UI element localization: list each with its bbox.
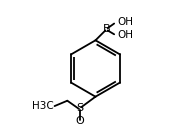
Text: B: B	[103, 24, 110, 34]
Text: O: O	[76, 116, 84, 126]
Text: H3C: H3C	[32, 101, 54, 111]
Text: OH: OH	[117, 17, 133, 27]
Text: S: S	[77, 103, 84, 113]
Text: OH: OH	[117, 30, 133, 40]
